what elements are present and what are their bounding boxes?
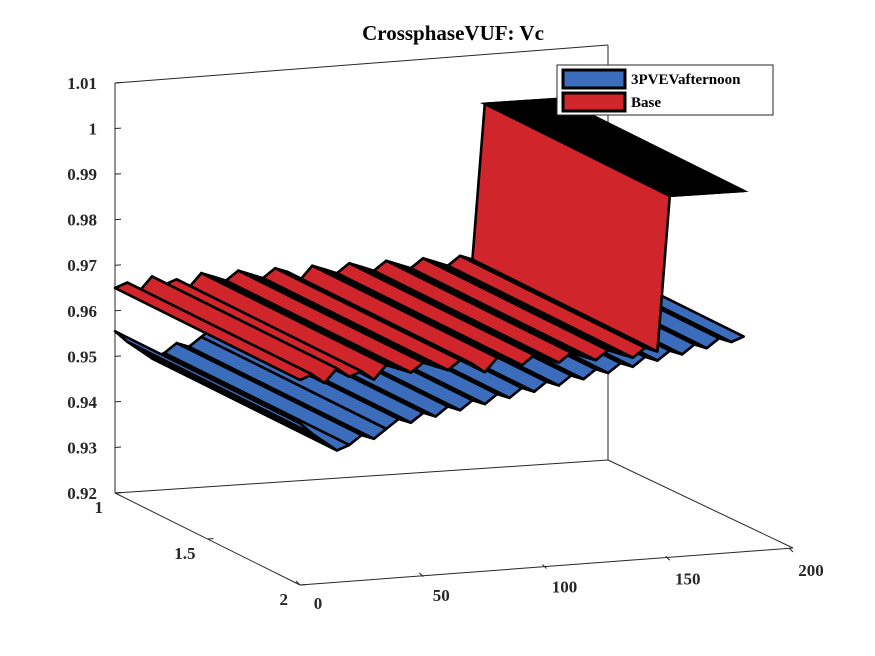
- back-top-edge: [114, 44, 609, 84]
- x-tick-mark: [788, 547, 794, 553]
- x-tick-mark: [295, 580, 301, 586]
- legend-label-3pvevafternoon: 3PVEVafternoon: [631, 72, 741, 88]
- y-tick-label: 1.5: [174, 544, 195, 563]
- z-tick-label: 0.99: [67, 165, 97, 184]
- x-tick-label: 200: [798, 561, 824, 580]
- x-tick-mark: [665, 555, 671, 561]
- x-tick-mark: [418, 572, 424, 578]
- z-tick-label: 0.93: [67, 438, 97, 457]
- z-tick-label: 1.01: [67, 74, 97, 93]
- legend-swatch-base: [561, 91, 627, 113]
- z-tick-label: 0.97: [67, 256, 97, 275]
- surface-3pvevafternoon-strip: [113, 329, 314, 436]
- y-axis-ticks: 11.52: [95, 492, 307, 609]
- z-tick-label: 0.98: [67, 211, 97, 230]
- legend-swatch-3pvevafternoon: [561, 68, 627, 90]
- x-tick-label: 50: [433, 586, 450, 605]
- z-tick-label: 0.94: [67, 393, 97, 412]
- x-tick-mark: [542, 564, 547, 569]
- legend-label-base: Base: [631, 95, 661, 111]
- z-axis-ticks: 0.92 0.93 0.94 0.95 0.96 0.97 0.98 0.99 1 1.01: [67, 74, 122, 503]
- surface-base-strip: [113, 281, 314, 382]
- back-bottom-edge: [114, 459, 609, 494]
- x-tick-label: 0: [314, 594, 323, 613]
- x-axis-line: [299, 547, 794, 586]
- x-tick-label: 150: [675, 569, 701, 588]
- y-tick-label: 2: [280, 590, 289, 609]
- z-tick-label: 0.95: [67, 347, 97, 366]
- chart-title: CrossphaseVUF: Vc: [362, 21, 544, 45]
- z-tick-label: 0.96: [67, 302, 97, 321]
- z-tick-label: 1: [89, 120, 98, 139]
- x-tick-label: 100: [552, 578, 578, 597]
- legend: 3PVEVafternoon Base: [556, 64, 774, 116]
- y-tick-label: 1: [95, 498, 104, 517]
- right-floor-edge: [607, 459, 794, 549]
- z-tick-label: 0.92: [67, 484, 97, 503]
- surfaces: [113, 97, 749, 452]
- x-axis-ticks: 0 50 100 150 200: [295, 547, 824, 613]
- surface-base-plateau: [479, 97, 749, 198]
- surface-base: [113, 97, 749, 385]
